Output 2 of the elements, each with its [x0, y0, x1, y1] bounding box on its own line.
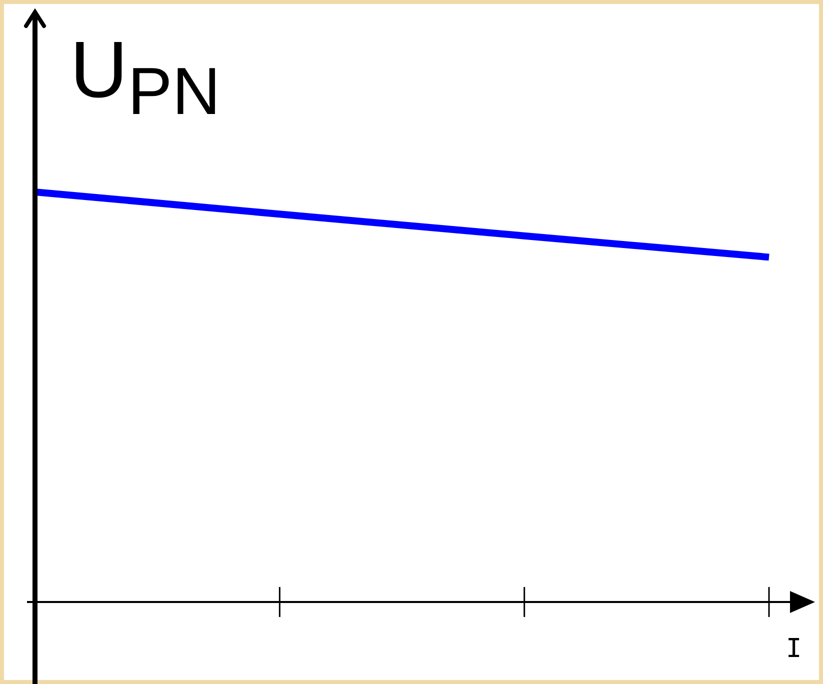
y-axis-title: U$_{PN}$: [70, 25, 220, 129]
x-axis-title: I: [786, 634, 802, 664]
